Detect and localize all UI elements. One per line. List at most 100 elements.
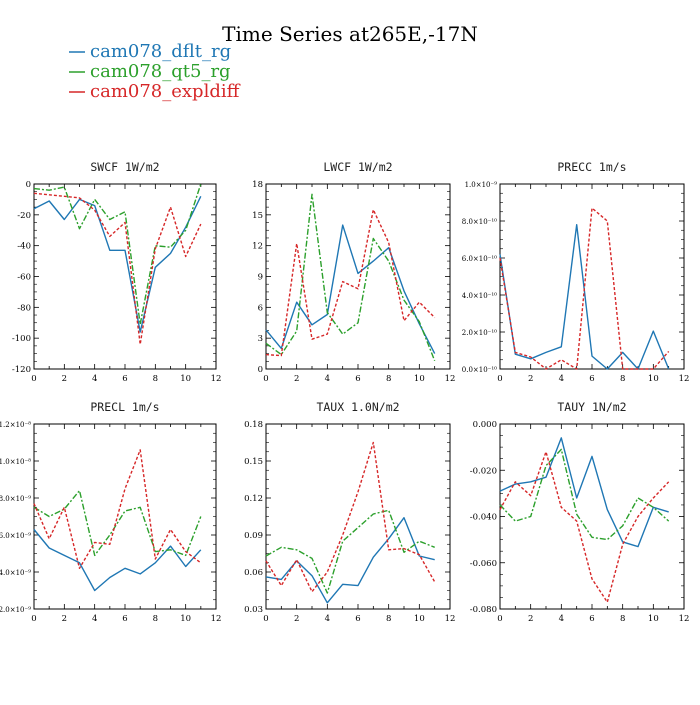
plot-frame <box>33 423 217 610</box>
panel-title: PRECL 1m/s <box>90 400 159 414</box>
x-tick-label: 6 <box>355 614 360 624</box>
x-tick-label: 10 <box>414 614 425 624</box>
x-tick-label: 2 <box>294 614 299 624</box>
y-tick-label: 6.0×10⁻⁹ <box>0 532 31 540</box>
x-tick-label: 4 <box>559 374 564 384</box>
y-tick-label: -60 <box>17 273 31 283</box>
panel-title: SWCF 1W/m2 <box>90 160 159 174</box>
y-tick-label: 4.0×10⁻¹⁰ <box>462 292 497 300</box>
x-tick-label: 4 <box>325 614 330 624</box>
panel-title: PRECC 1m/s <box>557 160 626 174</box>
legend: cam078_dflt_rgcam078_qt5_rgcam078_expldi… <box>69 41 241 102</box>
y-tick-label: 1.0×10⁻⁸ <box>0 458 31 466</box>
y-tick-label: 8.0×10⁻⁹ <box>0 495 31 503</box>
plot-frame <box>265 423 451 610</box>
panel-title: TAUX 1.0N/m2 <box>316 400 399 414</box>
chart-panel: SWCF 1W/m2 0 2 4 6 8 10 12 0 -20 -40 -60 -80 -100 -120 <box>12 160 222 384</box>
series-line-cam078_expldiff <box>33 449 202 569</box>
x-tick-label: 4 <box>92 614 97 624</box>
plot-frame <box>33 183 217 370</box>
x-tick-label: 8 <box>620 614 625 624</box>
y-tick-label: 0.12 <box>244 494 263 504</box>
series-line-cam078_dflt_rg <box>33 195 202 333</box>
x-tick-label: 0 <box>31 614 36 624</box>
legend-label: cam078_qt5_rg <box>90 61 231 82</box>
y-tick-label: 12 <box>252 242 263 252</box>
x-tick-label: 4 <box>92 374 97 384</box>
x-tick-label: 0 <box>31 374 36 384</box>
x-tick-label: 4 <box>325 374 330 384</box>
x-tick-label: 8 <box>153 374 158 384</box>
series-line-cam078_qt5_rg <box>265 509 435 594</box>
chart-panel: LWCF 1W/m2 0 2 4 6 8 10 12 0 3 6 9 12 15 18 <box>252 160 455 384</box>
x-tick-label: 0 <box>497 614 502 624</box>
chart-panel: TAUY 1N/m2 0 2 4 6 8 10 12 0.000 -0.020 -0.040 -0.0… <box>470 400 690 624</box>
series-line-cam078_qt5_rg <box>33 183 202 325</box>
y-tick-label: 9 <box>258 273 263 283</box>
x-tick-label: 8 <box>386 374 391 384</box>
x-tick-label: 0 <box>263 614 268 624</box>
x-tick-label: 2 <box>528 374 533 384</box>
series-line-cam078_dflt_rg <box>499 437 669 548</box>
y-tick-label: -20 <box>17 211 31 221</box>
x-tick-label: 6 <box>589 374 594 384</box>
x-tick-label: 12 <box>679 374 690 384</box>
series-line-cam078_expldiff <box>265 208 436 357</box>
y-tick-label: 0.09 <box>244 531 263 541</box>
series-line-cam078_dflt_rg <box>33 529 202 592</box>
x-tick-label: 10 <box>648 614 659 624</box>
x-tick-label: 10 <box>648 374 659 384</box>
y-tick-label: 1.0×10⁻⁹ <box>465 181 498 189</box>
x-tick-label: 0 <box>497 374 502 384</box>
x-tick-label: 12 <box>211 374 222 384</box>
x-tick-label: 10 <box>180 374 191 384</box>
x-tick-label: 6 <box>589 614 594 624</box>
x-tick-label: 6 <box>355 374 360 384</box>
series-line-cam078_expldiff <box>265 441 436 593</box>
series-line-cam078_dflt_rg <box>265 224 436 354</box>
x-tick-label: 2 <box>62 374 67 384</box>
x-tick-label: 0 <box>263 374 268 384</box>
y-tick-label: -100 <box>12 334 31 344</box>
x-tick-label: 10 <box>180 614 191 624</box>
legend-label: cam078_expldiff <box>90 81 241 102</box>
y-tick-label: 8.0×10⁻¹⁰ <box>462 218 497 226</box>
plot-frame <box>499 423 685 610</box>
x-tick-label: 6 <box>122 614 127 624</box>
y-tick-label: 15 <box>252 211 263 221</box>
x-tick-label: 2 <box>528 614 533 624</box>
y-tick-label: 18 <box>252 180 263 190</box>
series-line-cam078_qt5_rg <box>33 489 202 557</box>
y-tick-label: -0.080 <box>470 605 497 615</box>
x-tick-label: 10 <box>414 374 425 384</box>
plot-frame <box>499 183 685 370</box>
panels: SWCF 1W/m2 0 2 4 6 8 10 12 0 -20 -40 -60 -80 -100 -120… <box>0 160 689 624</box>
y-tick-label: -120 <box>12 365 31 375</box>
panel-title: TAUY 1N/m2 <box>557 400 626 414</box>
y-tick-label: 2.0×10⁻¹⁰ <box>462 329 497 337</box>
x-tick-label: 8 <box>620 374 625 384</box>
series-line-cam078_expldiff <box>33 192 202 345</box>
panel-title: LWCF 1W/m2 <box>323 160 392 174</box>
x-tick-label: 4 <box>559 614 564 624</box>
series-line-cam078_expldiff <box>499 207 670 370</box>
chart-panel: PRECL 1m/s 0 2 4 6 8 10 12 2.0×10⁻⁹ 4.0×10⁻⁹ 6.0×1… <box>0 400 221 624</box>
series-line-cam078_dflt_rg <box>499 223 670 370</box>
x-tick-label: 12 <box>445 614 456 624</box>
x-tick-label: 8 <box>153 614 158 624</box>
y-tick-label: 0.03 <box>244 605 263 615</box>
y-tick-label: 6.0×10⁻¹⁰ <box>462 255 497 263</box>
x-tick-label: 12 <box>445 374 456 384</box>
y-tick-label: 0.15 <box>244 457 263 467</box>
y-tick-label: 0.0×10⁻¹⁰ <box>462 366 497 374</box>
y-tick-label: 0.18 <box>244 420 263 430</box>
series-line-cam078_dflt_rg <box>265 517 435 604</box>
chart-panel: PRECC 1m/s 0 2 4 6 8 10 12 0.0×10⁻¹⁰ 2.0×10⁻¹⁰ 4.0… <box>462 160 690 384</box>
y-tick-label: 1.2×10⁻⁸ <box>0 421 31 429</box>
chart-panel: TAUX 1.0N/m2 0 2 4 6 8 10 12 0.03 0.06 0.09 0.12 0.1… <box>244 400 455 624</box>
y-tick-label: 0.06 <box>244 568 263 578</box>
legend-label: cam078_dflt_rg <box>90 41 231 62</box>
y-tick-label: -40 <box>17 242 31 252</box>
y-tick-label: 6 <box>258 303 263 313</box>
